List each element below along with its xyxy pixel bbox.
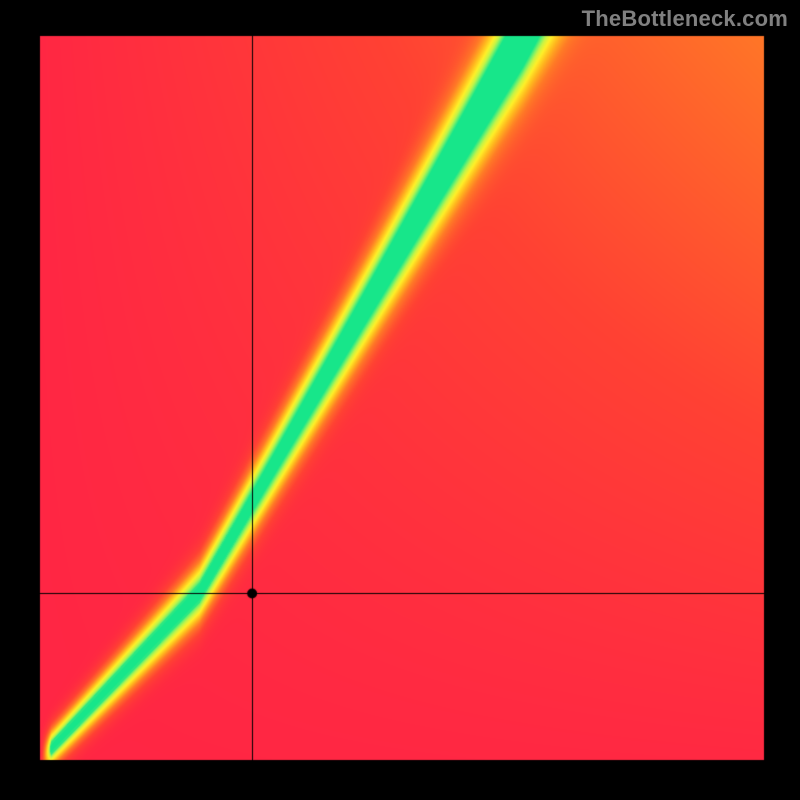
bottleneck-heatmap <box>0 0 800 800</box>
watermark-text: TheBottleneck.com <box>582 6 788 32</box>
